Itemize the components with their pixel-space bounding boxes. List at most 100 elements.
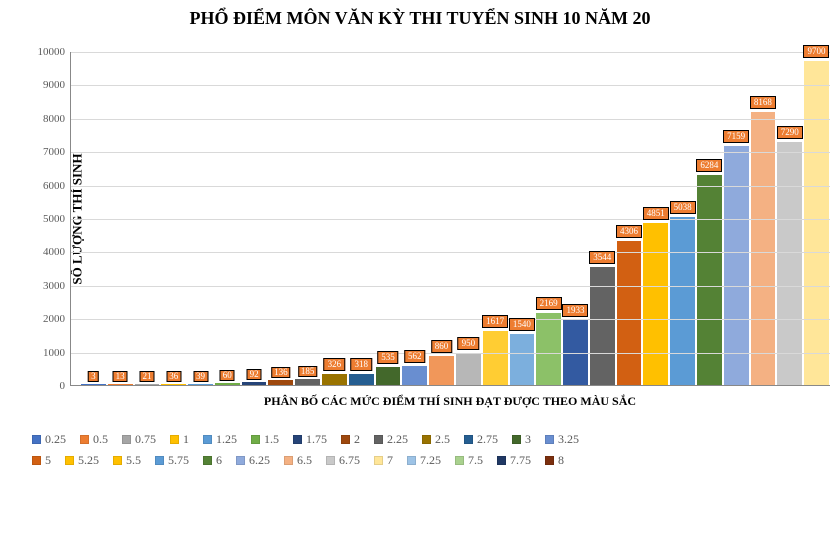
legend-item: 1.5 [251, 432, 279, 447]
legend-item: 2 [341, 432, 360, 447]
legend-label: 5.75 [168, 453, 189, 468]
bar-value-label: 860 [431, 340, 453, 353]
legend-label: 6.5 [297, 453, 312, 468]
legend-item: 6.75 [326, 453, 360, 468]
bar-value-label: 3 [88, 371, 99, 382]
bar-value-label: 535 [377, 351, 399, 364]
legend-label: 7.25 [420, 453, 441, 468]
gridline [71, 85, 830, 86]
bar-value-label: 13 [113, 371, 128, 382]
legend-label: 2.25 [387, 432, 408, 447]
bar [483, 331, 508, 385]
bar [242, 382, 267, 385]
legend-swatch [341, 435, 350, 444]
x-axis-caption: PHÂN BỐ CÁC MỨC ĐIỂM THÍ SINH ĐẠT ĐƯỢC T… [70, 394, 830, 409]
legend-item: 1.75 [293, 432, 327, 447]
bar [429, 356, 454, 385]
legend-item: 2.5 [422, 432, 450, 447]
bar-value-label: 6284 [696, 159, 722, 172]
legend-swatch [32, 435, 41, 444]
legend-item: 0.25 [32, 432, 66, 447]
bar-value-label: 1617 [482, 315, 508, 328]
bar-value-label: 21 [139, 371, 154, 382]
bar [188, 384, 213, 385]
legend-swatch [374, 456, 383, 465]
legend-item: 5.25 [65, 453, 99, 468]
bar [724, 146, 749, 385]
bar-value-label: 4851 [643, 207, 669, 220]
bar-value-label: 92 [247, 369, 262, 380]
legend-label: 0.5 [93, 432, 108, 447]
legend-swatch [284, 456, 293, 465]
legend-label: 1 [183, 432, 189, 447]
legend-label: 2.75 [477, 432, 498, 447]
legend-item: 7.5 [455, 453, 483, 468]
legend-swatch [155, 456, 164, 465]
bar [135, 384, 160, 385]
bar [215, 383, 240, 385]
legend-label: 6 [216, 453, 222, 468]
bar-value-label: 1933 [562, 304, 588, 317]
bar [590, 267, 615, 385]
chart-container: PHỔ ĐIỂM MÔN VĂN KỲ THI TUYỂN SINH 10 NĂ… [0, 0, 840, 560]
legend-label: 3.25 [558, 432, 579, 447]
legend-item: 1.25 [203, 432, 237, 447]
legend-item: 6.25 [236, 453, 270, 468]
legend-item: 6.5 [284, 453, 312, 468]
legend-label: 5.25 [78, 453, 99, 468]
legend-swatch [293, 435, 302, 444]
bar-value-label: 39 [193, 371, 208, 382]
gridline [71, 252, 830, 253]
bar-value-label: 5038 [670, 201, 696, 214]
plot-area: 3132136396092136185326318535562860950161… [70, 52, 830, 386]
legend-swatch [203, 456, 212, 465]
legend-item: 8 [545, 453, 564, 468]
y-tick-label: 2000 [43, 313, 65, 325]
legend-swatch [113, 456, 122, 465]
legend-label: 6.75 [339, 453, 360, 468]
legend-swatch [512, 435, 521, 444]
legend-label: 1.5 [264, 432, 279, 447]
legend-swatch [203, 435, 212, 444]
bar [81, 384, 106, 385]
bar-slot: 4851 [643, 52, 668, 385]
legend-label: 2 [354, 432, 360, 447]
legend-label: 8 [558, 453, 564, 468]
legend-swatch [545, 435, 554, 444]
bar-value-label: 1540 [509, 318, 535, 331]
legend-item: 5 [32, 453, 51, 468]
bar-value-label: 4306 [616, 225, 642, 238]
bar [376, 367, 401, 385]
bar-value-label: 326 [324, 358, 346, 371]
legend-item: 7.75 [497, 453, 531, 468]
bar [108, 384, 133, 385]
gridline [71, 319, 830, 320]
y-tick-label: 8000 [43, 113, 65, 125]
bar [402, 366, 427, 385]
legend-item: 0.5 [80, 432, 108, 447]
legend-swatch [422, 435, 431, 444]
legend-label: 3 [525, 432, 531, 447]
gridline [71, 152, 830, 153]
bar [322, 374, 347, 385]
legend-item: 3 [512, 432, 531, 447]
y-tick-label: 7000 [43, 146, 65, 158]
legend-swatch [251, 435, 260, 444]
legend-row: 55.255.55.7566.256.56.7577.257.57.758 [26, 453, 840, 468]
bar [510, 334, 535, 385]
bar-value-label: 562 [404, 350, 426, 363]
legend-swatch [32, 456, 41, 465]
bar-value-label: 8168 [750, 96, 776, 109]
bar-value-label: 318 [350, 358, 372, 371]
y-tick-label: 6000 [43, 180, 65, 192]
legend-label: 5 [45, 453, 51, 468]
legend-label: 5.5 [126, 453, 141, 468]
legend-item: 5.5 [113, 453, 141, 468]
gridline [71, 52, 830, 53]
legend-item: 7.25 [407, 453, 441, 468]
legend-item: 2.75 [464, 432, 498, 447]
bar [670, 217, 695, 385]
legend-item: 1 [170, 432, 189, 447]
bar-value-label: 7290 [777, 126, 803, 139]
legend-label: 7.5 [468, 453, 483, 468]
